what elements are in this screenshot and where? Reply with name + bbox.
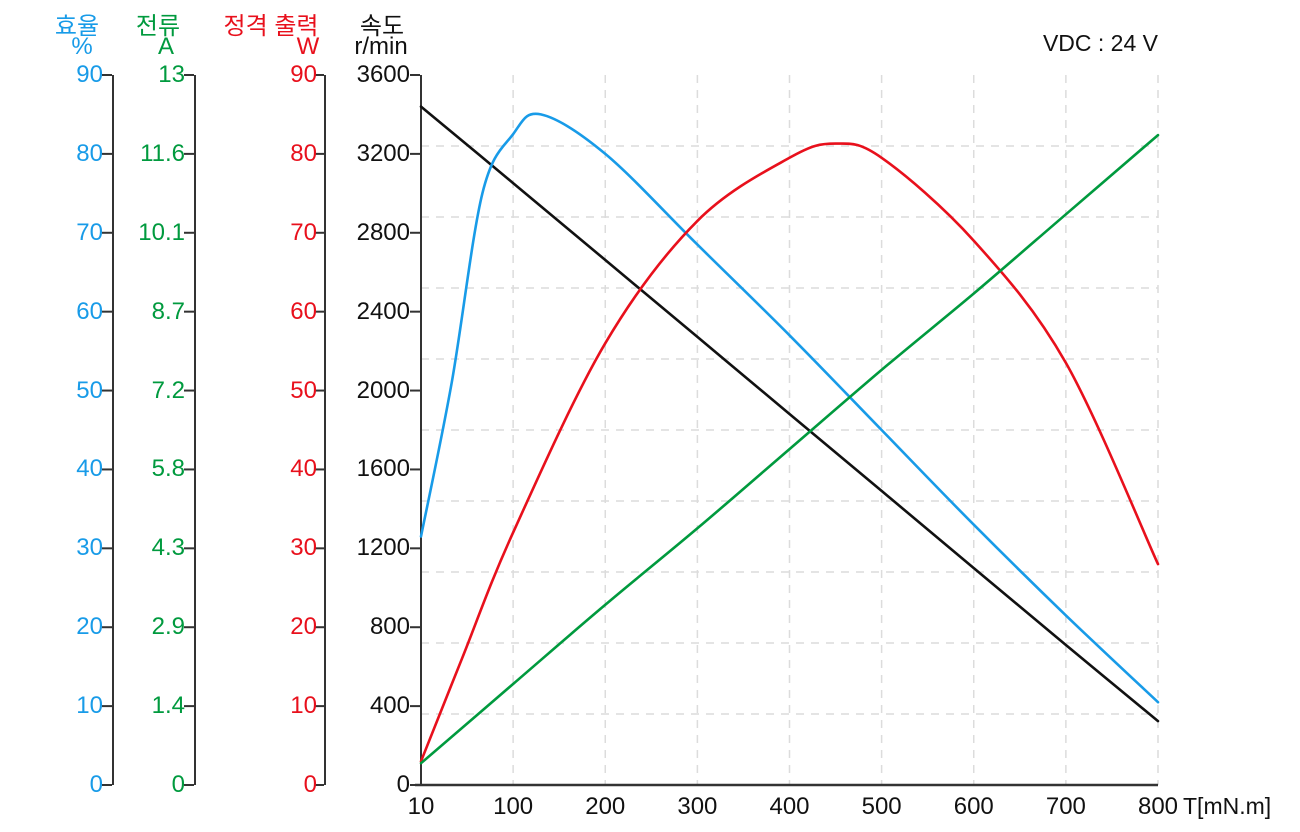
- tick-label-speed-6: 1200: [356, 534, 410, 562]
- tick-label-efficiency-0: 90: [76, 61, 103, 88]
- tick-label-power-6: 30: [290, 534, 317, 562]
- tick-label-speed-0: 3600: [356, 61, 410, 88]
- curve-speed: [419, 105, 1160, 723]
- tick-label-power-1: 80: [290, 139, 317, 167]
- tick-label-current-9: 0: [171, 771, 185, 798]
- tick-label-current-6: 4.3: [151, 534, 185, 562]
- tick-label-efficiency-1: 80: [76, 139, 103, 167]
- tick-label-speed-3: 2400: [356, 297, 410, 325]
- tick-label-speed-9: 0: [396, 771, 410, 798]
- tick-label-speed-2: 2800: [356, 218, 410, 246]
- tick-label-power-8: 10: [290, 692, 317, 720]
- tick-label-current-0: 13: [158, 61, 185, 88]
- axis-unit-power: W: [296, 33, 320, 60]
- tick-label-speed-7: 800: [369, 613, 410, 641]
- x-tick-label-300: 300: [677, 793, 718, 820]
- x-tick-label-500: 500: [861, 793, 902, 820]
- tick-label-efficiency-7: 20: [76, 613, 103, 641]
- tick-label-efficiency-9: 0: [89, 771, 103, 798]
- tick-label-efficiency-2: 70: [76, 218, 103, 246]
- axis-title-efficiency: 효율: [54, 13, 100, 40]
- x-tick-label-700: 700: [1045, 793, 1086, 820]
- tick-label-current-8: 1.4: [151, 692, 185, 720]
- tick-label-efficiency-5: 40: [76, 455, 103, 483]
- tick-label-power-0: 90: [290, 61, 317, 88]
- tick-label-current-4: 7.2: [151, 376, 185, 404]
- curve-current: [419, 133, 1160, 765]
- axis-unit-current: A: [157, 33, 175, 60]
- x-tick-label-800: 800: [1137, 793, 1179, 820]
- tick-label-power-2: 70: [290, 218, 317, 246]
- tick-label-power-7: 20: [290, 613, 317, 641]
- tick-label-efficiency-4: 50: [76, 376, 103, 404]
- tick-label-power-3: 60: [290, 297, 317, 325]
- tick-label-efficiency-6: 30: [76, 534, 103, 562]
- tick-label-speed-8: 400: [369, 692, 410, 720]
- tick-label-efficiency-8: 10: [76, 692, 103, 720]
- voltage-label: VDC : 24 V: [1042, 30, 1158, 56]
- tick-label-current-3: 8.7: [151, 297, 185, 325]
- axis-title-speed: 속도: [359, 13, 405, 40]
- x-tick-label-100: 100: [493, 793, 534, 820]
- x-tick-label-10: 10: [407, 793, 435, 820]
- axis-title-power: 정격 출력: [223, 13, 319, 40]
- tick-label-power-4: 50: [290, 376, 317, 404]
- axis-unit-efficiency: %: [71, 33, 93, 60]
- x-axis-label: T[mN.m]: [1183, 793, 1272, 819]
- tick-label-speed-5: 1600: [356, 455, 410, 483]
- x-tick-label-600: 600: [953, 793, 994, 820]
- tick-label-power-5: 40: [290, 455, 317, 483]
- tick-label-speed-1: 3200: [356, 139, 410, 167]
- x-tick-label-200: 200: [585, 793, 626, 820]
- curve-efficiency: [419, 112, 1160, 704]
- x-tick-label-400: 400: [769, 793, 810, 820]
- tick-label-current-1: 11.6: [140, 139, 185, 167]
- axis-unit-speed: r/min: [354, 33, 408, 60]
- tick-label-current-5: 5.8: [151, 455, 185, 483]
- tick-label-current-2: 10.1: [138, 218, 185, 246]
- tick-label-current-7: 2.9: [151, 613, 185, 641]
- tick-label-speed-4: 2000: [356, 376, 410, 404]
- tick-label-power-9: 0: [303, 771, 317, 798]
- tick-label-efficiency-3: 60: [76, 297, 103, 325]
- curve-power: [419, 142, 1160, 763]
- axis-title-current: 전류: [135, 13, 181, 40]
